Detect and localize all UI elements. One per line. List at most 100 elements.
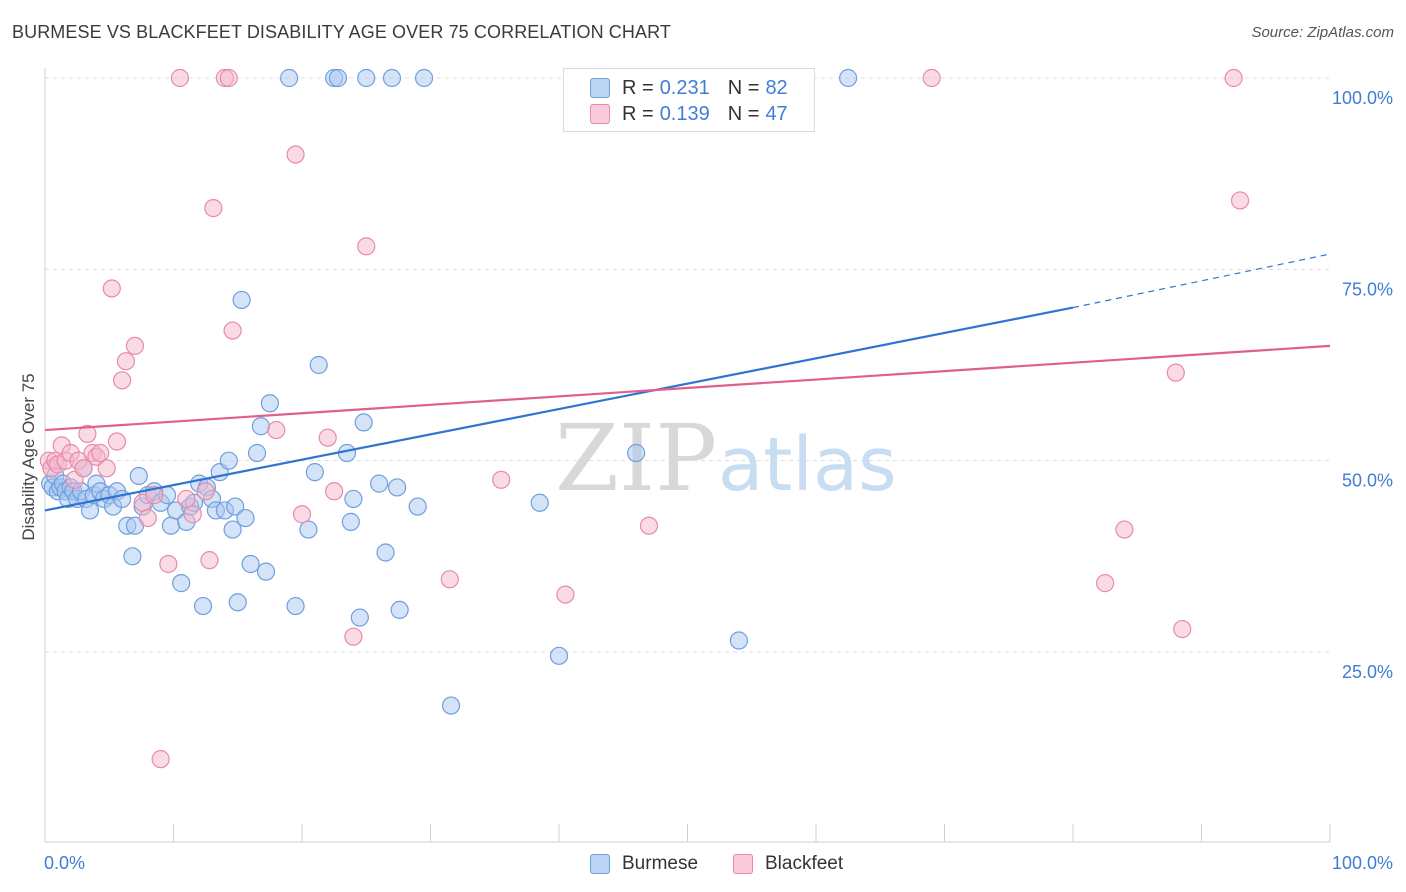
burmese-point-73 [390,600,409,620]
blackfeet-r-label: R = [622,102,654,125]
burmese-point-47 [226,497,245,516]
y-tick-label-100: 100.0% [1332,88,1393,108]
blackfeet-point-24 [159,554,178,574]
blackfeet-point-37 [318,428,337,447]
burmese-point-75 [414,68,434,88]
grid-layer [45,77,1330,653]
blackfeet-trend-line [44,344,1331,432]
burmese-point-53 [251,417,270,436]
burmese-point-52 [247,443,267,463]
blackfeet-n-label: N = [727,102,760,125]
burmese-point-77 [530,493,549,512]
burmese-point-51 [241,554,260,574]
axes-layer: 25.0% 50.0% 75.0% 100.0% [44,68,1393,843]
burmese-point-65 [344,489,363,509]
blackfeet-point-22 [145,486,164,505]
y-tick-label-75: 75.0% [1342,279,1393,299]
blackfeet-point-41 [440,570,459,589]
blackfeet-point-39 [344,627,363,646]
blackfeet-point-44 [639,516,659,535]
watermark-atlas: atlas [718,422,897,508]
blackfeet-point-45 [922,68,941,88]
chart-source: Source: ZipAtlas.com [1251,24,1394,41]
burmese-point-46 [223,520,242,539]
blackfeet-point-18 [116,352,136,371]
burmese-point-78 [549,646,569,665]
burmese-point-59 [305,463,324,482]
burmese-point-45 [219,451,238,470]
burmese-point-69 [370,474,389,493]
y-tick-label-25: 25.0% [1342,662,1393,682]
burmese-point-70 [376,543,395,562]
blackfeet-point-43 [556,585,575,604]
blackfeet-swatch [590,104,610,124]
blackfeet-point-46 [1096,574,1115,593]
blackfeet-legend-label: Blackfeet [765,853,844,874]
burmese-point-81 [839,68,858,88]
legend-row-burmese: R = 0.231 N = 82 [590,75,788,101]
blackfeet-point-34 [267,420,286,440]
burmese-legend-label: Burmese [622,853,699,874]
x-tick-label-100: 100.0% [1332,853,1393,873]
burmese-point-55 [260,394,279,413]
burmese-point-67 [354,413,373,432]
burmese-point-54 [256,562,276,581]
burmese-point-74 [408,497,427,516]
burmese-legend-swatch [590,854,610,874]
blackfeet-point-25 [170,68,190,88]
blackfeet-point-35 [286,145,305,164]
burmese-point-66 [350,608,369,627]
burmese-point-26 [129,466,148,486]
blackfeet-legend-swatch [733,854,753,874]
burmese-r-label: R = [622,76,654,99]
burmese-point-68 [357,68,376,88]
burmese-point-50 [236,508,255,528]
trend-layer [44,253,1331,512]
burmese-point-71 [382,68,402,88]
burmese-n-label: N = [727,76,760,99]
x-tick-label-0: 0.0% [44,853,85,873]
blackfeet-point-32 [219,68,238,88]
blackfeet-n-value: 47 [765,102,788,125]
blackfeet-point-29 [200,551,219,570]
burmese-point-62 [328,68,348,88]
burmese-point-32 [161,516,181,535]
burmese-trend-line [44,306,1074,512]
blackfeet-point-36 [292,505,312,524]
blackfeet-point-42 [492,470,511,489]
burmese-point-14 [80,501,100,520]
burmese-point-49 [232,290,251,310]
blackfeet-point-14 [97,459,116,478]
burmese-point-72 [387,478,407,497]
blackfeet-point-28 [196,482,215,501]
burmese-point-58 [299,520,318,539]
y-tick-label-50: 50.0% [1342,471,1393,491]
burmese-r-value: 0.231 [659,76,710,99]
legend-row-blackfeet: R = 0.139 N = 47 [590,101,788,127]
burmese-point-79 [626,443,646,463]
burmese-swatch [590,78,610,98]
blackfeet-point-21 [138,508,157,528]
blackfeet-point-38 [325,482,344,501]
bottom-legend-burmese: Burmese [590,852,698,876]
blackfeet-point-33 [223,321,242,340]
blackfeet-point-40 [357,237,376,256]
burmese-point-76 [441,696,461,715]
blackfeet-point-15 [102,279,121,298]
burmese-point-48 [228,593,247,612]
blackfeet-point-10 [78,424,97,443]
burmese-point-34 [172,574,191,593]
blackfeet-point-16 [107,432,127,451]
blackfeet-point-9 [74,459,93,478]
burmese-point-80 [729,631,749,650]
blackfeet-point-17 [112,371,132,390]
blackfeet-point-13 [91,443,110,463]
chart-title: BURMESE VS BLACKFEET DISABILITY AGE OVER… [12,22,671,42]
bottom-legend-blackfeet: Blackfeet [733,852,843,876]
blackfeet-point-23 [151,750,170,769]
blackfeet-point-50 [1224,68,1243,88]
burmese-point-64 [341,512,360,531]
blackfeet-point-47 [1115,520,1134,539]
blackfeet-point-27 [183,505,202,524]
